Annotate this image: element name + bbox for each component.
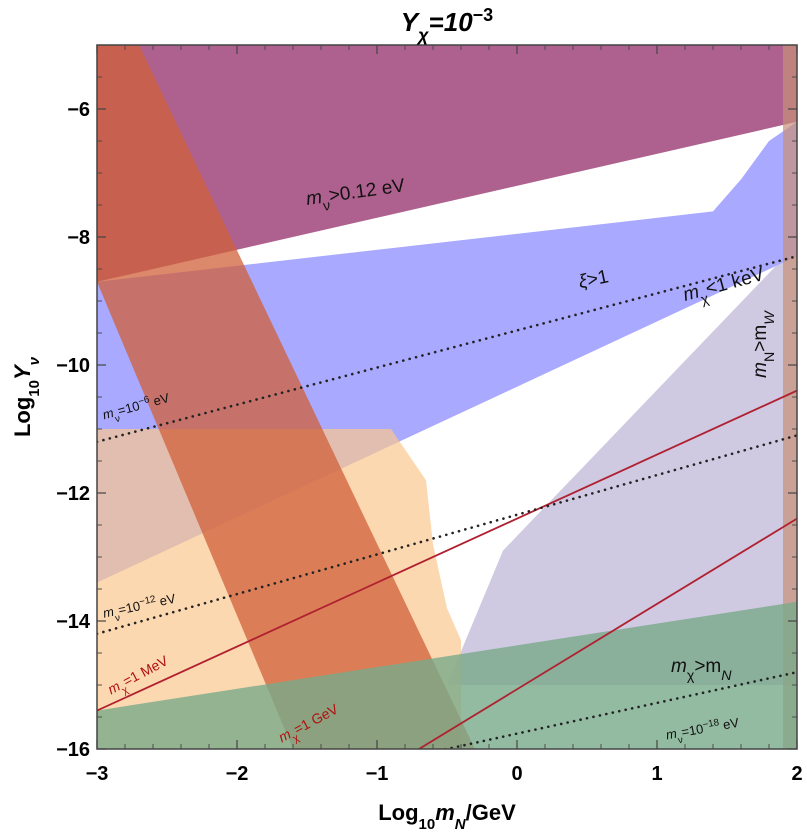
- line-mnu_1e-12: [97, 434, 797, 636]
- annotation-mnu_1e-12: mν=10−12 eV: [101, 589, 178, 626]
- line-mchi_1GeV: [417, 517, 797, 749]
- chart-title: Yχ=10−3: [401, 5, 493, 45]
- y-tick-label: −12: [56, 483, 90, 505]
- curves: [97, 254, 797, 749]
- annotation-mN_gt_mW: mN>mW: [750, 310, 778, 378]
- axis-ticks: −3 −2 −1 0 1 2−16−14−12−10−8−6: [56, 44, 803, 785]
- x-tick-label: 0: [511, 763, 522, 785]
- x-tick-label: 2: [791, 763, 802, 785]
- annotation-mnu_1e-18: mν=10−18 eV: [664, 713, 741, 748]
- y-tick-label: −6: [67, 99, 90, 121]
- y-tick-label: −14: [56, 611, 91, 633]
- annotation-mchi_gt_mN: mχ>mN: [671, 656, 732, 684]
- y-tick-label: −16: [56, 739, 90, 761]
- x-tick-label: 1: [651, 763, 662, 785]
- x-tick-label: −3: [86, 763, 109, 785]
- x-tick-label: −2: [226, 763, 249, 785]
- y-tick-label: −8: [67, 227, 90, 249]
- region-mN_gt_mW_strip: [783, 45, 797, 749]
- shaded-regions: [97, 45, 797, 749]
- y-axis-title: Log10Yν: [10, 356, 43, 437]
- annotation-xi: ξ>1: [577, 266, 611, 293]
- region-red_diag: [97, 45, 475, 749]
- region-green: [97, 601, 797, 749]
- region-neutrino_mass: [97, 45, 797, 282]
- line-mnu_1e-6: [97, 254, 797, 444]
- x-axis-title: Log10mN/GeV: [378, 800, 516, 833]
- annotation-mnu_1e-6: mν=10−6 eV: [101, 389, 173, 428]
- line-mchi_1MeV: [97, 389, 797, 712]
- y-tick-label: −10: [56, 355, 90, 377]
- x-tick-label: −1: [366, 763, 389, 785]
